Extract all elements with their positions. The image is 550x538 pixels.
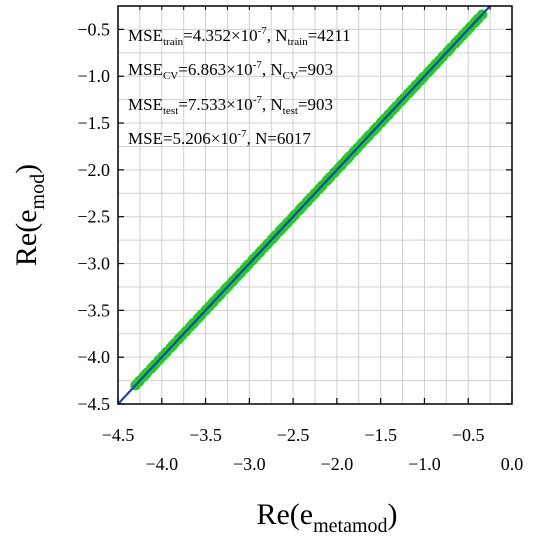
y-tick-label: −3.0 xyxy=(77,254,110,274)
x-tick-label-top: −4.5 xyxy=(102,425,135,445)
mse-annotation-part: MSE=5.206×10 xyxy=(128,129,237,148)
mse-annotation: MSECV=6.863×10-7, NCV=903 xyxy=(128,59,333,82)
mse-annotation-part: CV xyxy=(283,70,298,82)
mse-annotation-part: -7 xyxy=(258,25,268,37)
mse-annotation-part: =903 xyxy=(298,60,333,79)
x-tick-label-top: −0.5 xyxy=(452,425,485,445)
mse-annotation-part: , N=6017 xyxy=(247,129,312,148)
x-tick-label-top: −1.5 xyxy=(364,425,397,445)
x-tick-label-top: −2.5 xyxy=(277,425,310,445)
mse-annotation-part: CV xyxy=(163,70,178,82)
x-tick-label-bottom: −2.0 xyxy=(321,454,354,474)
mse-annotation-part: =903 xyxy=(298,95,333,114)
plot-marks xyxy=(118,6,492,404)
y-tick-label: −2.5 xyxy=(77,207,110,227)
y-tick-label: −4.0 xyxy=(77,347,110,367)
mse-annotation-part: , N xyxy=(262,95,283,114)
mse-annotation-part: -7 xyxy=(253,94,263,106)
fit-line xyxy=(118,6,492,404)
y-tick-label: −4.5 xyxy=(77,394,110,414)
x-axis-label: Re(emetamod) xyxy=(256,498,397,537)
mse-annotation-part: , N xyxy=(267,26,288,45)
mse-annotation-part: MSE xyxy=(128,60,163,79)
mse-annotation-part: MSE xyxy=(128,95,163,114)
mse-annotation-part: train xyxy=(163,36,184,48)
y-tick-label: −2.0 xyxy=(77,160,110,180)
mse-annotation: MSE=5.206×10-7, N=6017 xyxy=(128,128,311,148)
y-tick-label: −0.5 xyxy=(77,19,110,39)
mse-annotation-part: -7 xyxy=(253,59,263,71)
x-tick-label-bottom: −4.0 xyxy=(145,454,178,474)
mse-annotation-part: =4.352×10 xyxy=(183,26,257,45)
y-tick-label: −3.5 xyxy=(77,300,110,320)
grid xyxy=(117,5,513,405)
y-axis-label: Re(emod) xyxy=(10,164,49,266)
mse-annotation: MSEtest=7.533×10-7, Ntest=903 xyxy=(128,94,333,117)
mse-annotation-part: =6.863×10 xyxy=(178,60,252,79)
mse-annotation-part: , N xyxy=(262,60,283,79)
ticks: −0.5 −1.0 −1.5 −2.0 −2.5 −3.0 −3.5 −4.0 −4.5 −4.5… xyxy=(77,6,523,474)
y-tick-label: −1.0 xyxy=(77,66,110,86)
annotations: MSEtrain=4.352×10-7, Ntrain=4211MSECV=6.… xyxy=(128,25,351,148)
plot-area xyxy=(118,6,492,404)
mse-annotation-part: test xyxy=(163,105,178,117)
mse-annotation-part: -7 xyxy=(237,128,247,140)
x-tick-label-bottom: −3.0 xyxy=(233,454,266,474)
mse-annotation-part: MSE xyxy=(128,26,163,45)
x-tick-label-bottom: 0.0 xyxy=(501,454,524,474)
mse-annotation-part: train xyxy=(288,36,309,48)
mse-annotation-part: test xyxy=(283,105,298,117)
x-tick-label-bottom: −1.0 xyxy=(408,454,441,474)
x-tick-label-top: −3.5 xyxy=(189,425,222,445)
mse-annotation: MSEtrain=4.352×10-7, Ntrain=4211 xyxy=(128,25,351,48)
mse-annotation-part: =7.533×10 xyxy=(178,95,252,114)
mse-annotation-part: =4211 xyxy=(308,26,351,45)
y-tick-label: −1.5 xyxy=(77,113,110,133)
